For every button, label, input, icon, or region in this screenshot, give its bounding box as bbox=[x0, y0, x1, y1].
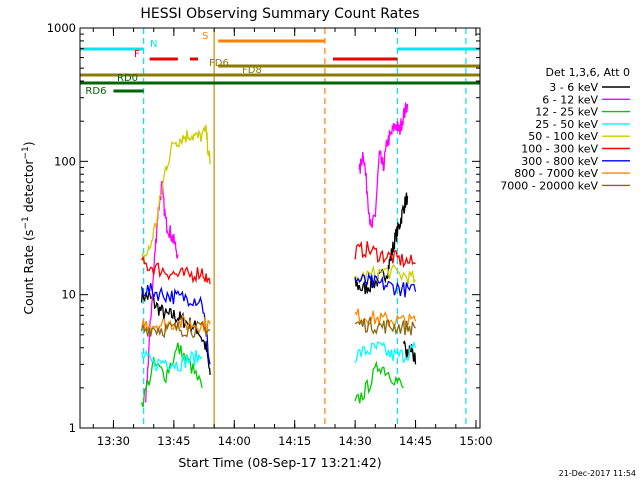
x-tick-label-14-45: 14:45 bbox=[399, 434, 432, 448]
flag-fd6: FD6 bbox=[209, 58, 480, 69]
series-300-800-kev-segment-0 bbox=[140, 283, 211, 365]
flag-fd8: FD8 bbox=[80, 65, 480, 77]
legend-title: Det 1,3,6, Att 0 bbox=[546, 66, 630, 79]
series-300-800-kev-segment-1 bbox=[354, 271, 417, 298]
series-7000-20000-kev-segment-0 bbox=[140, 320, 211, 339]
flag-label-f: F bbox=[134, 49, 140, 60]
series-25-50-kev-segment-1 bbox=[354, 340, 417, 364]
chart-title: HESSI Observing Summary Count Rates bbox=[140, 6, 419, 22]
legend-item-25-50-kev: 25 - 50 keV bbox=[535, 118, 630, 131]
legend-item-7000-20000-kev: 7000 - 20000 keV bbox=[500, 179, 630, 192]
series-50-100-kev bbox=[141, 124, 417, 285]
flag-label-n: N bbox=[150, 39, 157, 50]
x-tick-label-14-15: 14:15 bbox=[278, 434, 311, 448]
series-6-12-kev-segment-0 bbox=[145, 180, 179, 403]
flag-s: S bbox=[202, 31, 325, 43]
flag-label-fd8: FD8 bbox=[242, 65, 262, 76]
flag-label-rd6: RD6 bbox=[85, 86, 106, 97]
series-50-100-kev-segment-1 bbox=[354, 263, 417, 285]
legend-item-3-6-kev: 3 - 6 keV bbox=[549, 81, 630, 94]
legend-label-100-300-kev: 100 - 300 keV bbox=[521, 143, 598, 156]
series-layer bbox=[140, 102, 417, 408]
plot-frame bbox=[79, 27, 481, 429]
y-tick-label-100: 100 bbox=[54, 154, 76, 168]
series-6-12-kev bbox=[145, 102, 409, 403]
timestamp: 21-Dec-2017 11:54 bbox=[559, 469, 636, 478]
legend-label-25-50-kev: 25 - 50 keV bbox=[535, 118, 598, 131]
series-800-7000-kev-segment-1 bbox=[354, 308, 417, 330]
plot-background bbox=[80, 28, 480, 428]
flag-label-rd0: RD0 bbox=[117, 73, 138, 84]
series-100-300-kev-segment-1 bbox=[354, 240, 416, 269]
legend-label-6-12-kev: 6 - 12 keV bbox=[542, 93, 598, 106]
flag-f: F bbox=[134, 49, 398, 61]
legend-item-100-300-kev: 100 - 300 keV bbox=[521, 143, 630, 156]
legend-item-50-100-kev: 50 - 100 keV bbox=[528, 130, 630, 143]
series-7000-20000-kev-segment-1 bbox=[354, 316, 417, 336]
flag-rd6: RD6 bbox=[85, 86, 144, 97]
flag-n: N bbox=[80, 39, 480, 51]
series-3-6-kev-segment-2 bbox=[402, 339, 417, 365]
legend-label-3-6-kev: 3 - 6 keV bbox=[549, 81, 598, 94]
series-12-25-kev-segment-1 bbox=[354, 360, 404, 404]
legend-label-300-800-kev: 300 - 800 keV bbox=[521, 155, 598, 168]
series-7000-20000-kev bbox=[140, 316, 417, 339]
plot-area bbox=[80, 28, 480, 428]
legend-label-7000-20000-kev: 7000 - 20000 keV bbox=[500, 179, 598, 192]
legend-item-800-7000-kev: 800 - 7000 keV bbox=[514, 167, 630, 180]
series-25-50-kev bbox=[140, 340, 417, 372]
y-axis-label: Count Rate (s−1 detector−1) bbox=[21, 141, 36, 314]
x-tick-label-13-30: 13:30 bbox=[97, 434, 130, 448]
series-25-50-kev-segment-0 bbox=[140, 349, 203, 372]
legend-label-800-7000-kev: 800 - 7000 keV bbox=[514, 167, 598, 180]
flag-bars: N S F FD6 FD8 RD0 RD6 bbox=[80, 31, 480, 97]
y-tick-label-10: 10 bbox=[61, 288, 76, 302]
x-tick-label-14-30: 14:30 bbox=[339, 434, 372, 448]
series-100-300-kev-segment-0 bbox=[141, 255, 211, 285]
series-100-300-kev bbox=[141, 240, 416, 285]
legend-item-12-25-kev: 12 - 25 keV bbox=[535, 106, 630, 119]
series-300-800-kev bbox=[140, 271, 417, 365]
legend-item-300-800-kev: 300 - 800 keV bbox=[521, 155, 630, 168]
series-6-12-kev-segment-1 bbox=[358, 102, 409, 229]
y-tick-label-1: 1 bbox=[69, 421, 76, 435]
x-tick-label-14-00: 14:00 bbox=[218, 434, 251, 448]
x-tick-label-13-45: 13:45 bbox=[157, 434, 190, 448]
series-3-6-kev-segment-1 bbox=[354, 192, 409, 295]
y-tick-label-1000: 1000 bbox=[47, 21, 76, 35]
series-50-100-kev-segment-0 bbox=[141, 124, 211, 263]
legend-item-6-12-kev: 6 - 12 keV bbox=[542, 93, 630, 106]
legend-label-50-100-kev: 50 - 100 keV bbox=[528, 130, 598, 143]
legend-label-12-25-kev: 12 - 25 keV bbox=[535, 106, 598, 119]
axes: 1 10 100 1000 13:30 13:45 14:00 14:15 14:30 14:45… bbox=[47, 21, 493, 448]
flag-label-fd6: FD6 bbox=[209, 58, 229, 69]
x-axis-label: Start Time (08-Sep-17 13:21:42) bbox=[178, 455, 381, 470]
x-tick-label-15-00: 15:00 bbox=[459, 434, 492, 448]
flag-rd0: RD0 bbox=[80, 73, 480, 85]
flag-label-s: S bbox=[202, 31, 208, 42]
